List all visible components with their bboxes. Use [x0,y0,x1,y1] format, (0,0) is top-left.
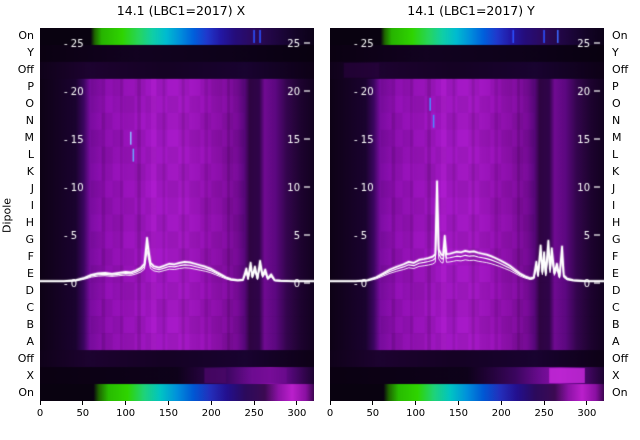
dipole-row-label: O [25,97,34,111]
dipole-row-label: K [612,165,620,179]
dipole-row-label: On [612,29,628,43]
dipole-row-label: G [25,232,34,246]
x-tick [586,401,588,405]
dipole-row-label: X [26,368,34,382]
x-tick [253,401,255,405]
x-tick [210,401,212,405]
x-tick-label: 300 [577,408,597,419]
dipole-row-label: X [612,368,620,382]
x-tick-label: 200 [201,408,221,419]
dipole-row-label: N [612,114,621,128]
dipole-row-label: A [612,334,620,348]
dipole-row-label: B [612,317,620,331]
dipole-row-label: Off [612,351,629,365]
panel-y-title: 14.1 (LBC1=2017) Y [407,3,535,18]
dipole-row-label: I [30,199,34,213]
dipole-row-label: D [612,283,621,297]
dipole-row-label: Y [27,46,34,60]
dipole-row-label: F [27,249,34,263]
x-tick [329,401,331,405]
x-tick-label: 250 [244,408,264,419]
dipole-row-label: P [612,80,619,94]
dipole-row-label: J [612,182,616,196]
x-tick-label: 100 [116,408,136,419]
x-tick-label: 50 [366,408,380,419]
dipole-row-label: F [612,249,619,263]
dipole-row-label: I [612,199,616,213]
dipole-row-label: A [26,334,34,348]
dipole-row-label: C [612,300,620,314]
heatmap-panel-x [40,28,314,401]
dipole-row-label: E [27,266,34,280]
dipole-row-label: Off [17,351,34,365]
x-tick [415,401,417,405]
heatmap-panel-y [330,28,604,401]
dipole-row-label: L [612,148,619,162]
x-tick [372,401,374,405]
dipole-row-label: Off [612,63,629,77]
x-tick-label: 250 [534,408,554,419]
x-tick-label: 150 [158,408,178,419]
dipole-row-label: D [25,283,34,297]
dipole-row-label: N [25,114,34,128]
dipole-row-label: On [18,29,34,43]
dipole-row-label: O [612,97,621,111]
dipole-row-label: B [26,317,34,331]
dipole-row-label: H [612,215,621,229]
dipole-row-label: L [27,148,34,162]
x-tick-label: 100 [406,408,426,419]
dipole-row-label: P [27,80,34,94]
dipole-row-label: J [30,182,34,196]
panel-x-title: 14.1 (LBC1=2017) X [116,3,246,18]
x-tick [82,401,84,405]
x-tick [543,401,545,405]
dipole-row-label: On [18,385,34,399]
x-tick-label: 0 [36,408,44,419]
x-tick [500,401,502,405]
x-tick [457,401,459,405]
x-tick [296,401,298,405]
dipole-row-label: E [612,266,619,280]
x-tick-label: 300 [287,408,307,419]
x-tick [39,401,41,405]
x-tick [167,401,169,405]
dipole-row-label: H [25,215,34,229]
dipole-row-label: Off [17,63,34,77]
x-tick-label: 150 [448,408,468,419]
dipole-row-label: On [612,385,628,399]
dipole-row-label: G [612,232,621,246]
dipole-row-label: Y [612,46,619,60]
x-tick-label: 0 [326,408,334,419]
x-tick [125,401,127,405]
x-tick-label: 200 [491,408,511,419]
dipole-row-label: M [24,131,35,145]
dipole-row-label: K [26,165,34,179]
dipole-row-label: C [26,300,34,314]
x-tick-label: 50 [76,408,90,419]
dipole-row-label: M [612,131,622,145]
